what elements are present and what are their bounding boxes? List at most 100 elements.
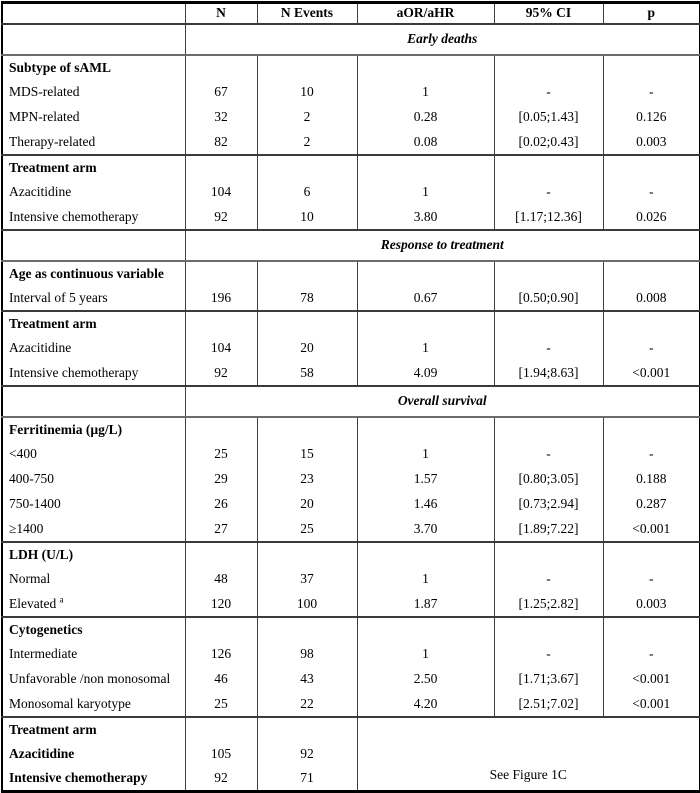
empty-cell	[184, 540, 257, 567]
value-cell: 43	[256, 666, 357, 692]
value-cell: 27	[184, 516, 257, 542]
value-cell: 1	[356, 335, 494, 361]
value-cell: [1.94;8.63]	[493, 360, 603, 386]
table-row-data: Azacitidine 104 6 1- -	[2, 179, 700, 205]
empty-cell	[356, 415, 494, 442]
value-cell: 0.026	[602, 204, 700, 230]
table-row-data: <400 25 15 1- -	[2, 441, 700, 467]
value-cell: 104	[184, 335, 257, 361]
value-cell: 25	[184, 691, 257, 717]
table-row-band: Overall survival	[2, 384, 700, 418]
value-cell: -	[602, 441, 700, 467]
value-cell: 82	[184, 129, 257, 155]
value-cell: 0.08	[356, 129, 494, 155]
value-cell: 37	[256, 566, 357, 592]
value-cell: 2.50	[356, 666, 494, 692]
value-cell: 26	[184, 491, 257, 517]
value-cell: -	[493, 441, 603, 467]
value-cell: 92	[184, 204, 257, 230]
row-label: Elevated a	[9, 594, 64, 611]
header-n: N	[184, 2, 257, 24]
value-cell: 25	[184, 441, 257, 467]
table-row-data: Normal 48 37 1- -	[2, 566, 700, 592]
section-band-label: Response to treatment	[184, 228, 700, 262]
empty-cell	[184, 153, 257, 180]
row-label: Intensive chemotherapy	[9, 208, 139, 224]
value-cell: [0.05;1.43]	[493, 104, 603, 130]
group-header-label: Treatment arm	[2, 153, 185, 180]
table-row-group: Cytogenetics	[2, 615, 700, 642]
value-cell: 3.80	[356, 204, 494, 230]
header-aor-ahr: aOR/aHR	[356, 2, 494, 24]
table-row-band: Early deaths	[2, 22, 700, 56]
value-cell: [2.51;7.02]	[493, 691, 603, 717]
empty-cell	[602, 615, 700, 642]
value-cell: -	[602, 566, 700, 592]
group-header-label: Cytogenetics	[2, 615, 185, 642]
empty-cell	[356, 259, 494, 286]
table-row-data: Intermediate 126 98 1- -	[2, 641, 700, 667]
value-cell: [0.50;0.90]	[493, 285, 603, 311]
empty-cell	[256, 615, 357, 642]
value-cell: [0.80;3.05]	[493, 466, 603, 492]
row-label: MDS-related	[9, 84, 80, 99]
table-row-data: Intensive chemotherapy 92 71	[2, 766, 700, 792]
empty-cell	[256, 540, 357, 567]
empty-cell	[602, 309, 700, 336]
table-row-data: Azacitidine 105 92	[2, 741, 700, 767]
table-row-data: ≥1400 27 25 3.70 [1.89;7.22] <0.001	[2, 516, 700, 542]
value-cell: 10	[256, 79, 357, 105]
value-cell: -	[493, 179, 603, 205]
group-header-label: Subtype of sAML	[2, 53, 185, 80]
value-cell: 1.87	[356, 591, 494, 617]
empty-cell	[493, 53, 603, 80]
empty-cell	[256, 153, 357, 180]
empty-cell	[184, 53, 257, 80]
header-p-value: p	[602, 2, 700, 24]
value-cell: <0.001	[602, 516, 700, 542]
empty-cell	[493, 540, 603, 567]
table-row-data: 400-750 29 23 1.57 [0.80;3.05] 0.188	[2, 466, 700, 492]
row-label: <400	[9, 446, 37, 461]
header-empty-cell	[2, 2, 185, 24]
value-cell: 48	[184, 566, 257, 592]
value-cell: 0.008	[602, 285, 700, 311]
row-label: Azacitidine	[9, 184, 72, 199]
value-cell: [1.89;7.22]	[493, 516, 603, 542]
value-cell: 0.67	[356, 285, 494, 311]
empty-cell	[602, 540, 700, 567]
row-label: MPN-related	[9, 109, 80, 124]
row-label: Azacitidine	[9, 340, 72, 355]
value-cell: [0.02;0.43]	[493, 129, 603, 155]
table-row-data: 750-1400 26 20 1.46 [0.73;2.94] 0.287	[2, 491, 700, 517]
empty-cell	[602, 259, 700, 286]
value-cell: <0.001	[602, 666, 700, 692]
see-figure-note-cell: See Figure 1C	[356, 715, 700, 792]
table-row-data: Therapy-related 82 2 0.08 [0.02;0.43] 0.003	[2, 129, 700, 155]
empty-cell	[356, 309, 494, 336]
table-row-group: Ferritinemia (µg/L)	[2, 415, 700, 442]
value-cell: 2	[256, 104, 357, 130]
value-cell: 4.09	[356, 360, 494, 386]
row-label: Intermediate	[9, 646, 78, 661]
value-cell: 126	[184, 641, 257, 667]
value-cell: 1	[356, 79, 494, 105]
value-cell: 100	[256, 591, 357, 617]
table-row-data: MDS-related 67 10 1- -	[2, 79, 700, 105]
section-band-label: Early deaths	[184, 22, 700, 56]
value-cell: 1	[356, 441, 494, 467]
band-empty-label-cell	[2, 384, 185, 418]
value-cell: 67	[184, 79, 257, 105]
value-cell: 6	[256, 179, 357, 205]
empty-cell	[356, 53, 494, 80]
empty-cell	[184, 415, 257, 442]
value-cell: 120	[184, 591, 257, 617]
empty-cell	[256, 259, 357, 286]
empty-cell	[256, 415, 357, 442]
empty-cell	[602, 153, 700, 180]
table-row-band: Response to treatment	[2, 228, 700, 262]
table-row-group: LDH (U/L)	[2, 540, 700, 567]
value-cell: 15	[256, 441, 357, 467]
value-cell: 0.287	[602, 491, 700, 517]
